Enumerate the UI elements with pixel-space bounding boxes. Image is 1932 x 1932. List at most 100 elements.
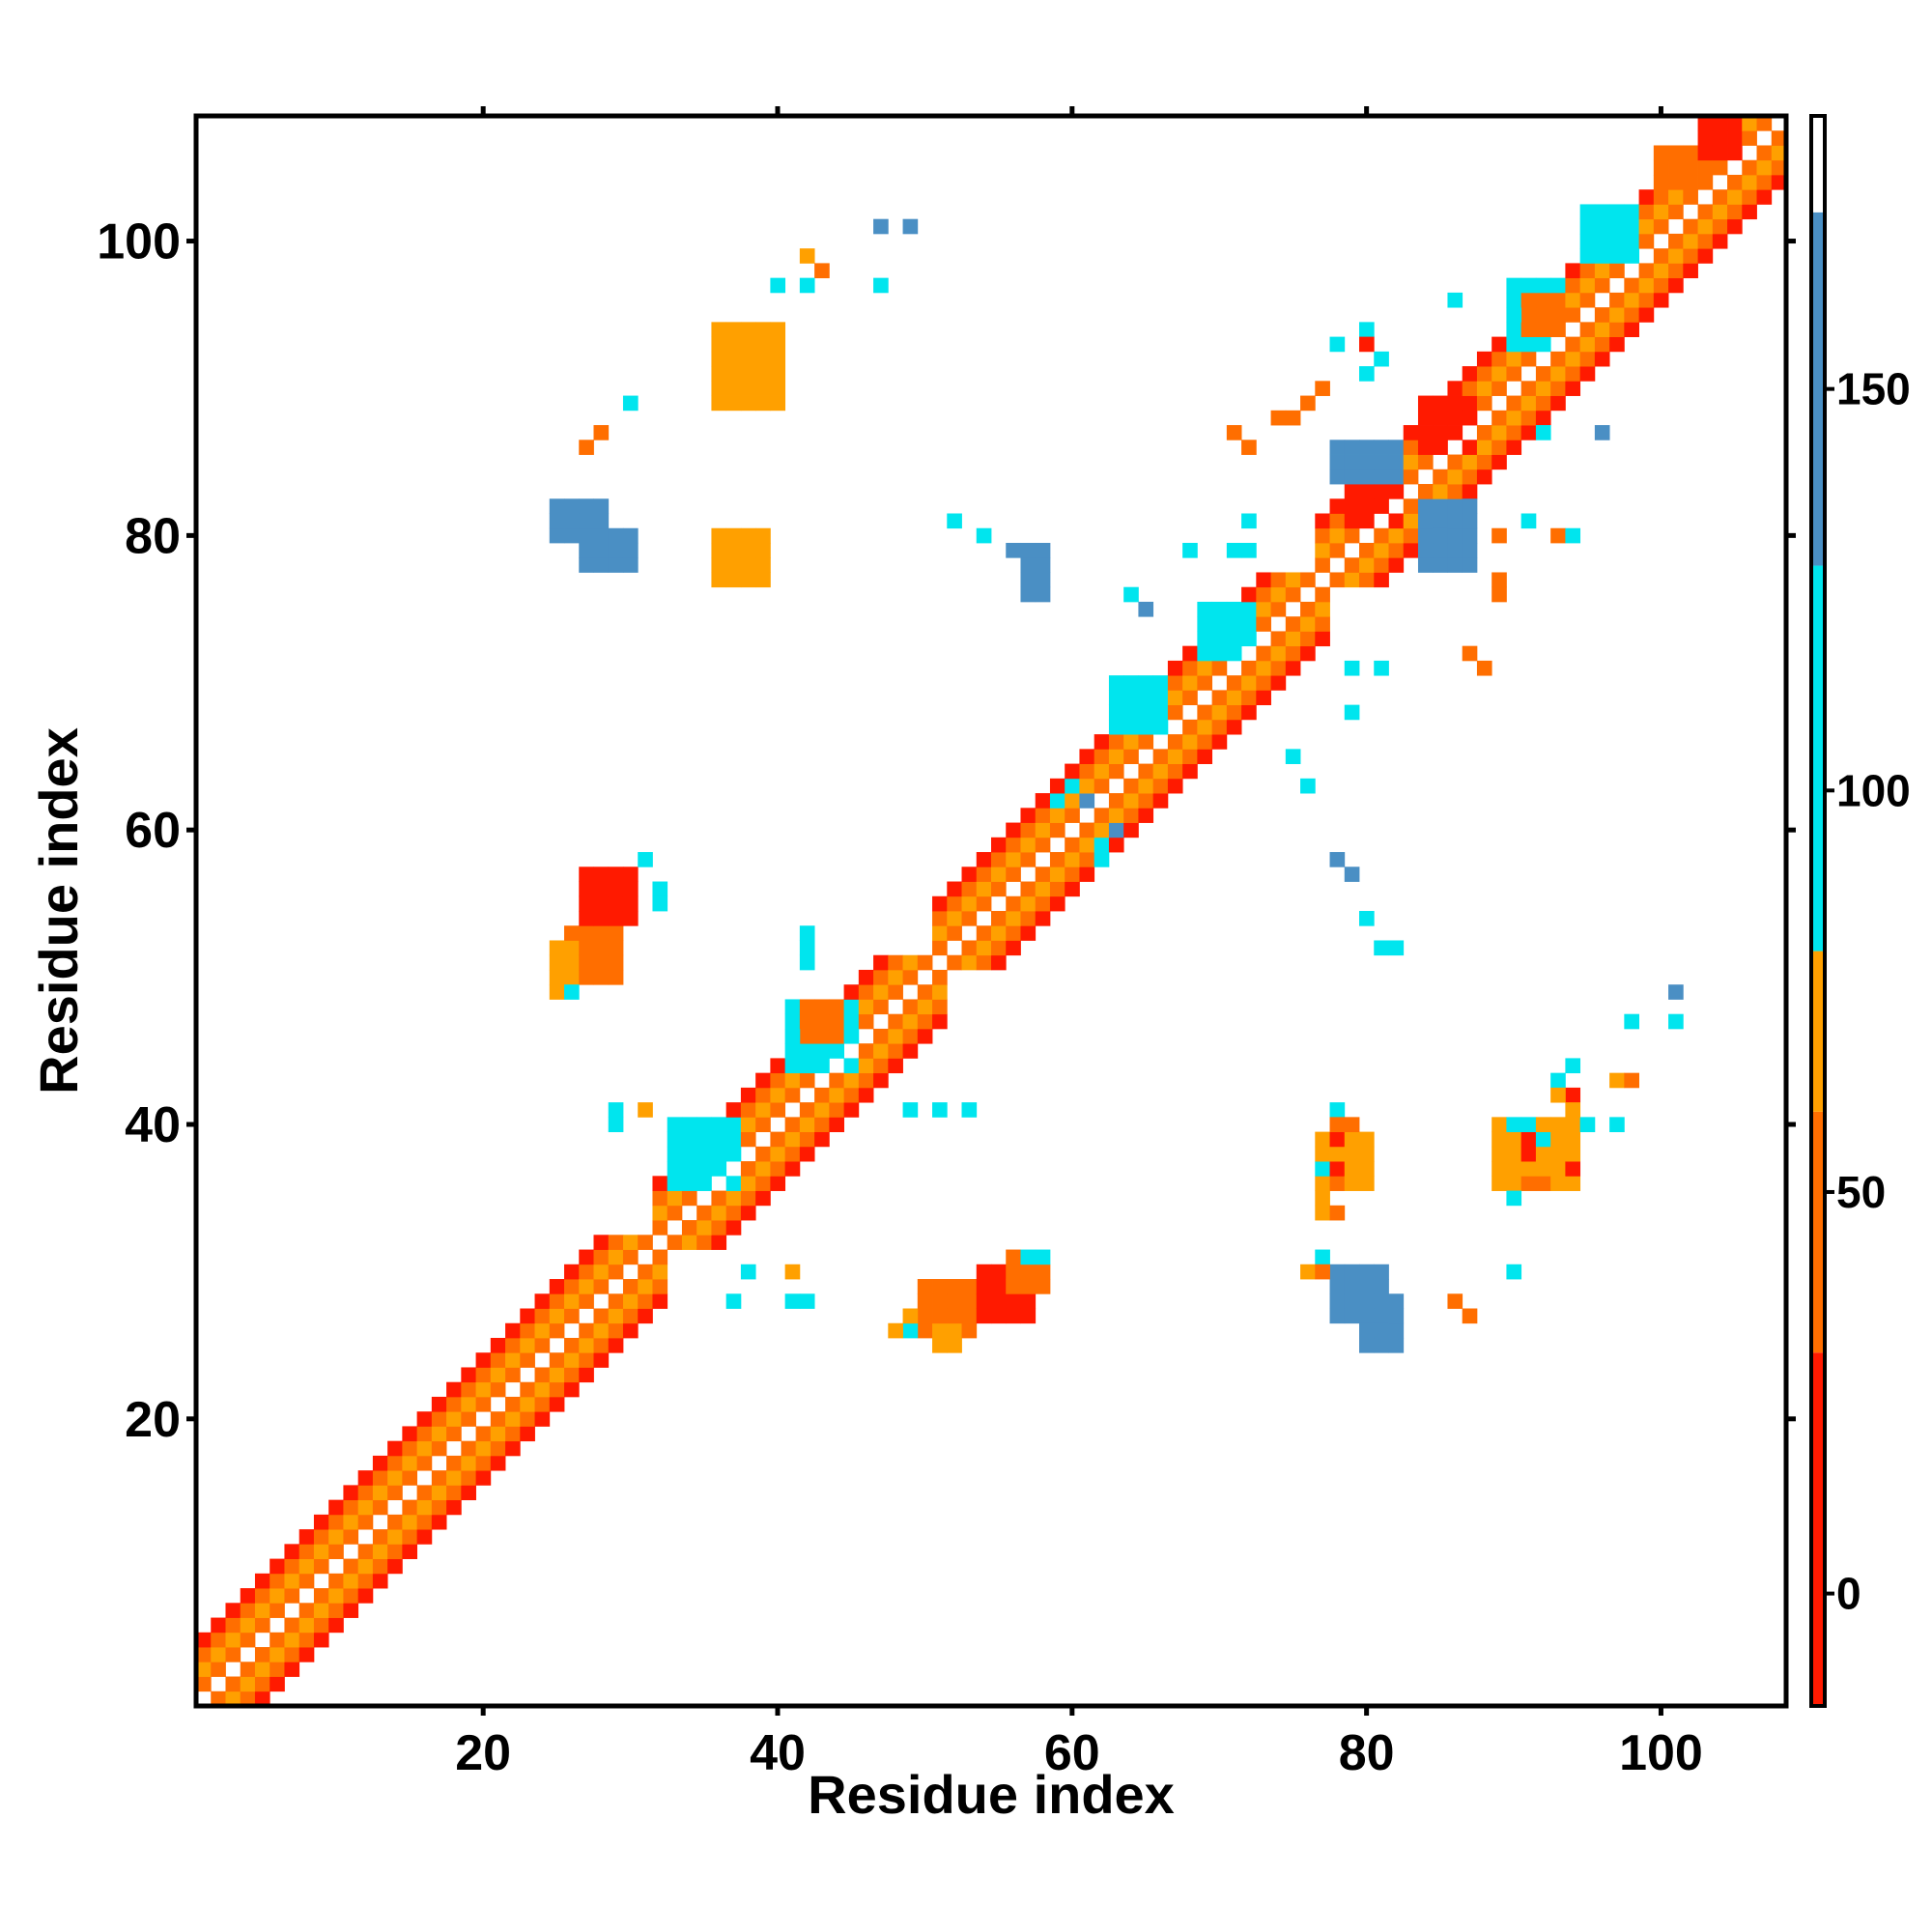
heatmap-cell	[961, 1293, 978, 1309]
heatmap-cell	[372, 1573, 388, 1589]
heatmap-cell	[1579, 336, 1596, 353]
heatmap-cell	[1506, 1131, 1522, 1148]
heatmap-cell	[1727, 130, 1743, 146]
heatmap-cell	[770, 351, 786, 367]
heatmap-cell	[917, 1293, 933, 1309]
heatmap-cell	[1108, 837, 1124, 853]
heatmap-cell	[638, 852, 653, 867]
heatmap-cell	[1433, 395, 1448, 412]
heatmap-cell	[1624, 248, 1639, 264]
heatmap-cell	[1211, 601, 1228, 617]
heatmap-cell	[696, 1117, 712, 1133]
heatmap-cell	[1138, 793, 1154, 809]
heatmap-cell	[1742, 174, 1757, 190]
heatmap-cell	[1315, 1161, 1330, 1177]
heatmap-cell	[240, 1690, 256, 1707]
heatmap-cell	[1550, 1072, 1566, 1089]
heatmap-cell	[1329, 498, 1346, 514]
heatmap-cell	[667, 1176, 683, 1191]
heatmap-cell	[696, 1161, 712, 1177]
heatmap-cell	[858, 969, 874, 985]
heatmap-cell	[740, 381, 756, 396]
heatmap-cell	[1344, 454, 1360, 470]
heatmap-cell	[549, 984, 565, 1000]
heatmap-cell	[1374, 1322, 1389, 1339]
heatmap-cell	[976, 527, 992, 544]
heatmap-cell	[932, 1102, 948, 1118]
heatmap-cell	[505, 1322, 521, 1339]
heatmap-cell	[579, 1367, 594, 1383]
heatmap-cell	[814, 1043, 830, 1059]
heatmap-cell	[1344, 513, 1360, 529]
heatmap-cell	[1388, 557, 1405, 573]
heatmap-cell	[1374, 454, 1389, 470]
heatmap-cell	[873, 1058, 889, 1074]
heatmap-cell	[1653, 174, 1669, 190]
heatmap-cell	[534, 1396, 551, 1412]
heatmap-cell	[608, 1102, 624, 1118]
heatmap-cell	[799, 1072, 815, 1089]
heatmap-cell	[902, 1043, 919, 1059]
heatmap-cell	[1476, 351, 1492, 367]
heatmap-cell	[858, 999, 874, 1015]
heatmap-cell	[1359, 572, 1375, 588]
heatmap-cell	[1447, 498, 1463, 514]
heatmap-cell	[1374, 1308, 1389, 1324]
heatmap-cell	[593, 911, 610, 926]
heatmap-cell	[1388, 1308, 1405, 1324]
heatmap-cell	[1315, 513, 1330, 529]
heatmap-cell	[799, 1117, 815, 1133]
heatmap-cell	[873, 954, 889, 971]
heatmap-cell	[579, 498, 594, 514]
heatmap-cell	[1668, 263, 1684, 279]
heatmap-cell	[1403, 469, 1419, 485]
heatmap-cell	[1344, 1176, 1360, 1191]
heatmap-cell	[387, 1529, 403, 1545]
heatmap-cell	[1683, 263, 1698, 279]
heatmap-cell	[1506, 277, 1522, 294]
heatmap-cell	[888, 1028, 903, 1044]
heatmap-cell	[740, 572, 756, 588]
heatmap-cell	[564, 1337, 580, 1353]
heatmap-cell	[1359, 366, 1375, 382]
heatmap-cell	[947, 1279, 962, 1294]
heatmap-cell	[1167, 704, 1183, 721]
heatmap-cell	[1344, 440, 1360, 455]
heatmap-cell	[755, 336, 771, 353]
heatmap-cell	[549, 1381, 565, 1398]
heatmap-cell	[1006, 1249, 1021, 1265]
heatmap-cell	[1359, 1337, 1375, 1353]
heatmap-cell	[1462, 410, 1478, 426]
heatmap-cell	[1433, 527, 1448, 544]
heatmap-cell	[1374, 484, 1389, 499]
heatmap-cell	[1653, 189, 1669, 205]
heatmap-cell	[1594, 425, 1610, 440]
heatmap-cell	[461, 1440, 476, 1457]
heatmap-cell	[608, 527, 624, 544]
heatmap-cell	[917, 1279, 933, 1294]
heatmap-cell	[932, 999, 948, 1015]
heatmap-cell	[1492, 1131, 1507, 1148]
heatmap-cell	[740, 1190, 756, 1207]
heatmap-cell	[1653, 277, 1669, 294]
heatmap-cell	[1197, 616, 1213, 632]
heatmap-cell	[579, 1264, 594, 1280]
x-tick-label: 80	[1339, 1725, 1395, 1781]
heatmap-cell	[593, 557, 610, 573]
heatmap-cell	[1433, 513, 1448, 529]
heatmap-cell	[1138, 778, 1154, 794]
heatmap-cell	[579, 1279, 594, 1294]
heatmap-cell	[1579, 263, 1596, 279]
heatmap-cell	[1020, 822, 1037, 838]
heatmap-cell	[534, 1367, 551, 1383]
colorbar-band	[1811, 116, 1825, 213]
heatmap-cell	[991, 1264, 1007, 1280]
heatmap-cell	[1241, 631, 1257, 647]
heatmap-cell	[1197, 675, 1213, 691]
heatmap-cell	[254, 1573, 270, 1589]
heatmap-cell	[652, 1264, 668, 1280]
heatmap-cell	[1492, 440, 1507, 455]
heatmap-cell	[1241, 542, 1257, 558]
heatmap-cell	[1049, 867, 1065, 882]
heatmap-cell	[1123, 586, 1139, 603]
